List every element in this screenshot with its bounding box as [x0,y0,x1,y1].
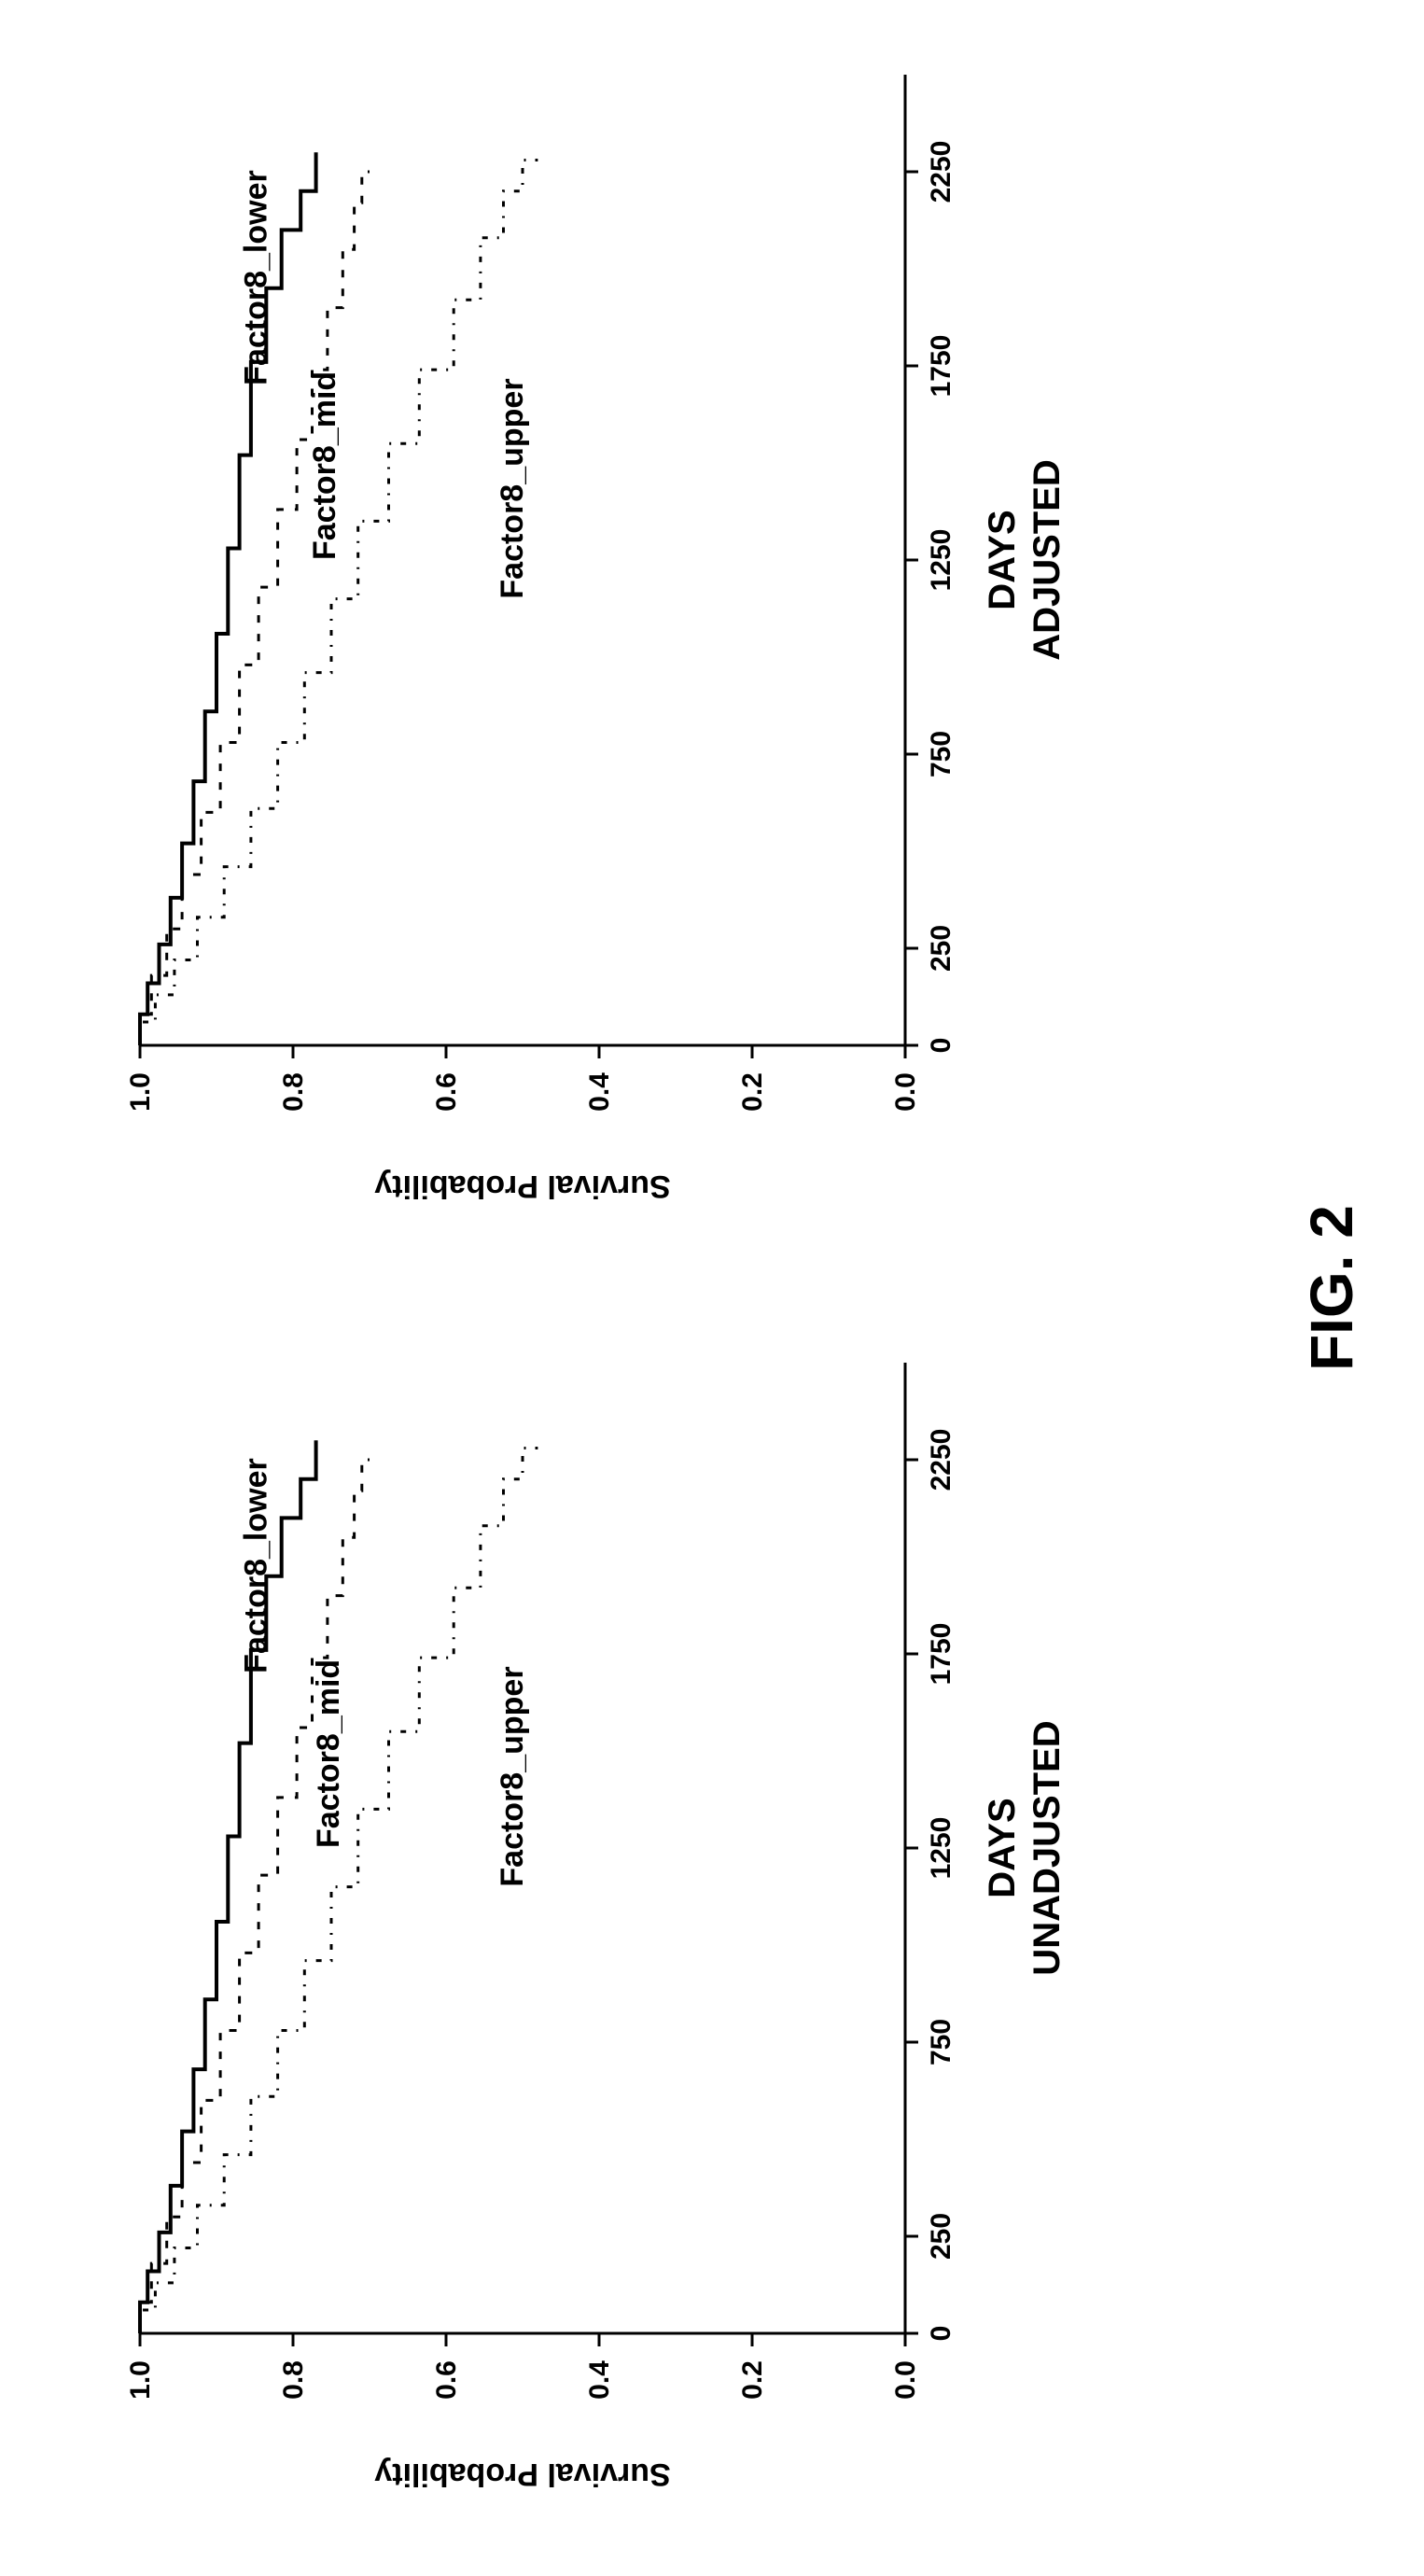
ytick-2-b: 0.4 [584,1072,615,1112]
ylabel-adjusted: Survival Probability [374,1169,671,1204]
series-upper-unadjusted [140,1449,537,2333]
x-ticks-unadjusted: 0 250 750 1250 1750 2250 [905,1429,956,2342]
plot-adjusted: Survival Probability 0.0 0.2 0.4 0.6 [84,0,1017,1288]
xtick-1-b: 250 [926,925,956,972]
panels-row: Survival Probability 0.0 0.2 0.4 [0,0,1194,2576]
xtick-0-b: 0 [926,1038,956,1054]
xlabel-line2-unadjusted: UNADJUSTED [1025,1363,1069,2333]
xtick-0: 0 [926,2326,956,2342]
xlabel-line1-unadjusted: DAYS [980,1363,1025,2333]
series-upper-adjusted [140,161,537,1045]
annot-upper-unadjusted: Factor8_upper [495,1666,530,1886]
y-ticks-adjusted: 0.0 0.2 0.4 0.6 0.8 1.0 [125,1045,921,1112]
xtick-3: 1250 [926,1817,956,1880]
annot-upper-adjusted: Factor8_upper [495,378,530,598]
ytick-5-b: 1.0 [125,1072,156,1112]
x-ticks-adjusted: 0 250 750 1250 1750 2250 [905,141,956,1054]
ytick-3: 0.6 [431,2360,462,2400]
y-ticks-unadjusted: 0.0 0.2 0.4 0.6 0.8 1.0 [125,2333,921,2400]
ytick-5: 1.0 [125,2360,156,2400]
series-lower-adjusted [140,152,316,1045]
xtick-5: 2250 [926,1429,956,1491]
ytick-0-b: 0.0 [890,1072,921,1112]
panel-unadjusted: Survival Probability 0.0 0.2 0.4 [0,1288,1194,2576]
xtick-2: 750 [926,2019,956,2065]
ytick-1: 0.2 [737,2360,768,2400]
annot-mid-adjusted: Factor8_mid [307,371,342,560]
plot-unadjusted: Survival Probability 0.0 0.2 0.4 [84,1288,1017,2576]
ytick-4-b: 0.8 [278,1072,309,1112]
xlabel-unadjusted: DAYS UNADJUSTED [980,1363,1069,2333]
annot-lower-unadjusted: Factor8_lower [238,1458,273,1673]
ytick-2: 0.4 [584,2360,615,2400]
annot-mid-unadjusted: Factor8_mid [311,1659,346,1848]
xtick-5-b: 2250 [926,141,956,203]
annot-lower-adjusted: Factor8_lower [238,170,273,385]
page-rotated: Survival Probability 0.0 0.2 0.4 [0,0,1424,2576]
xtick-1: 250 [926,2213,956,2260]
xtick-4-b: 1750 [926,335,956,398]
xlabel-adjusted: DAYS ADJUSTED [980,75,1069,1045]
figure-label: FIG. 2 [1297,0,1366,2576]
ytick-3-b: 0.6 [431,1072,462,1112]
panel-adjusted: Survival Probability 0.0 0.2 0.4 0.6 [0,0,1194,1288]
xtick-3-b: 1250 [926,529,956,592]
ylabel-unadjusted: Survival Probability [374,2457,671,2492]
xlabel-line2-adjusted: ADJUSTED [1025,75,1069,1045]
ytick-1-b: 0.2 [737,1072,768,1112]
ytick-4: 0.8 [278,2360,309,2400]
xtick-2-b: 750 [926,731,956,777]
xtick-4: 1750 [926,1623,956,1686]
series-lower-unadjusted [140,1440,316,2333]
xlabel-line1-adjusted: DAYS [980,75,1025,1045]
ytick-0: 0.0 [890,2360,921,2400]
